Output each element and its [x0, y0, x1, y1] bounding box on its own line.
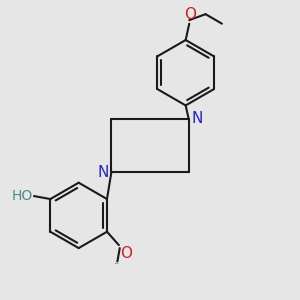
- Text: O: O: [120, 246, 132, 261]
- Text: HO: HO: [11, 189, 32, 203]
- Text: N: N: [97, 165, 108, 180]
- Text: methyl: methyl: [115, 263, 120, 264]
- Text: O: O: [184, 7, 196, 22]
- Text: N: N: [192, 111, 203, 126]
